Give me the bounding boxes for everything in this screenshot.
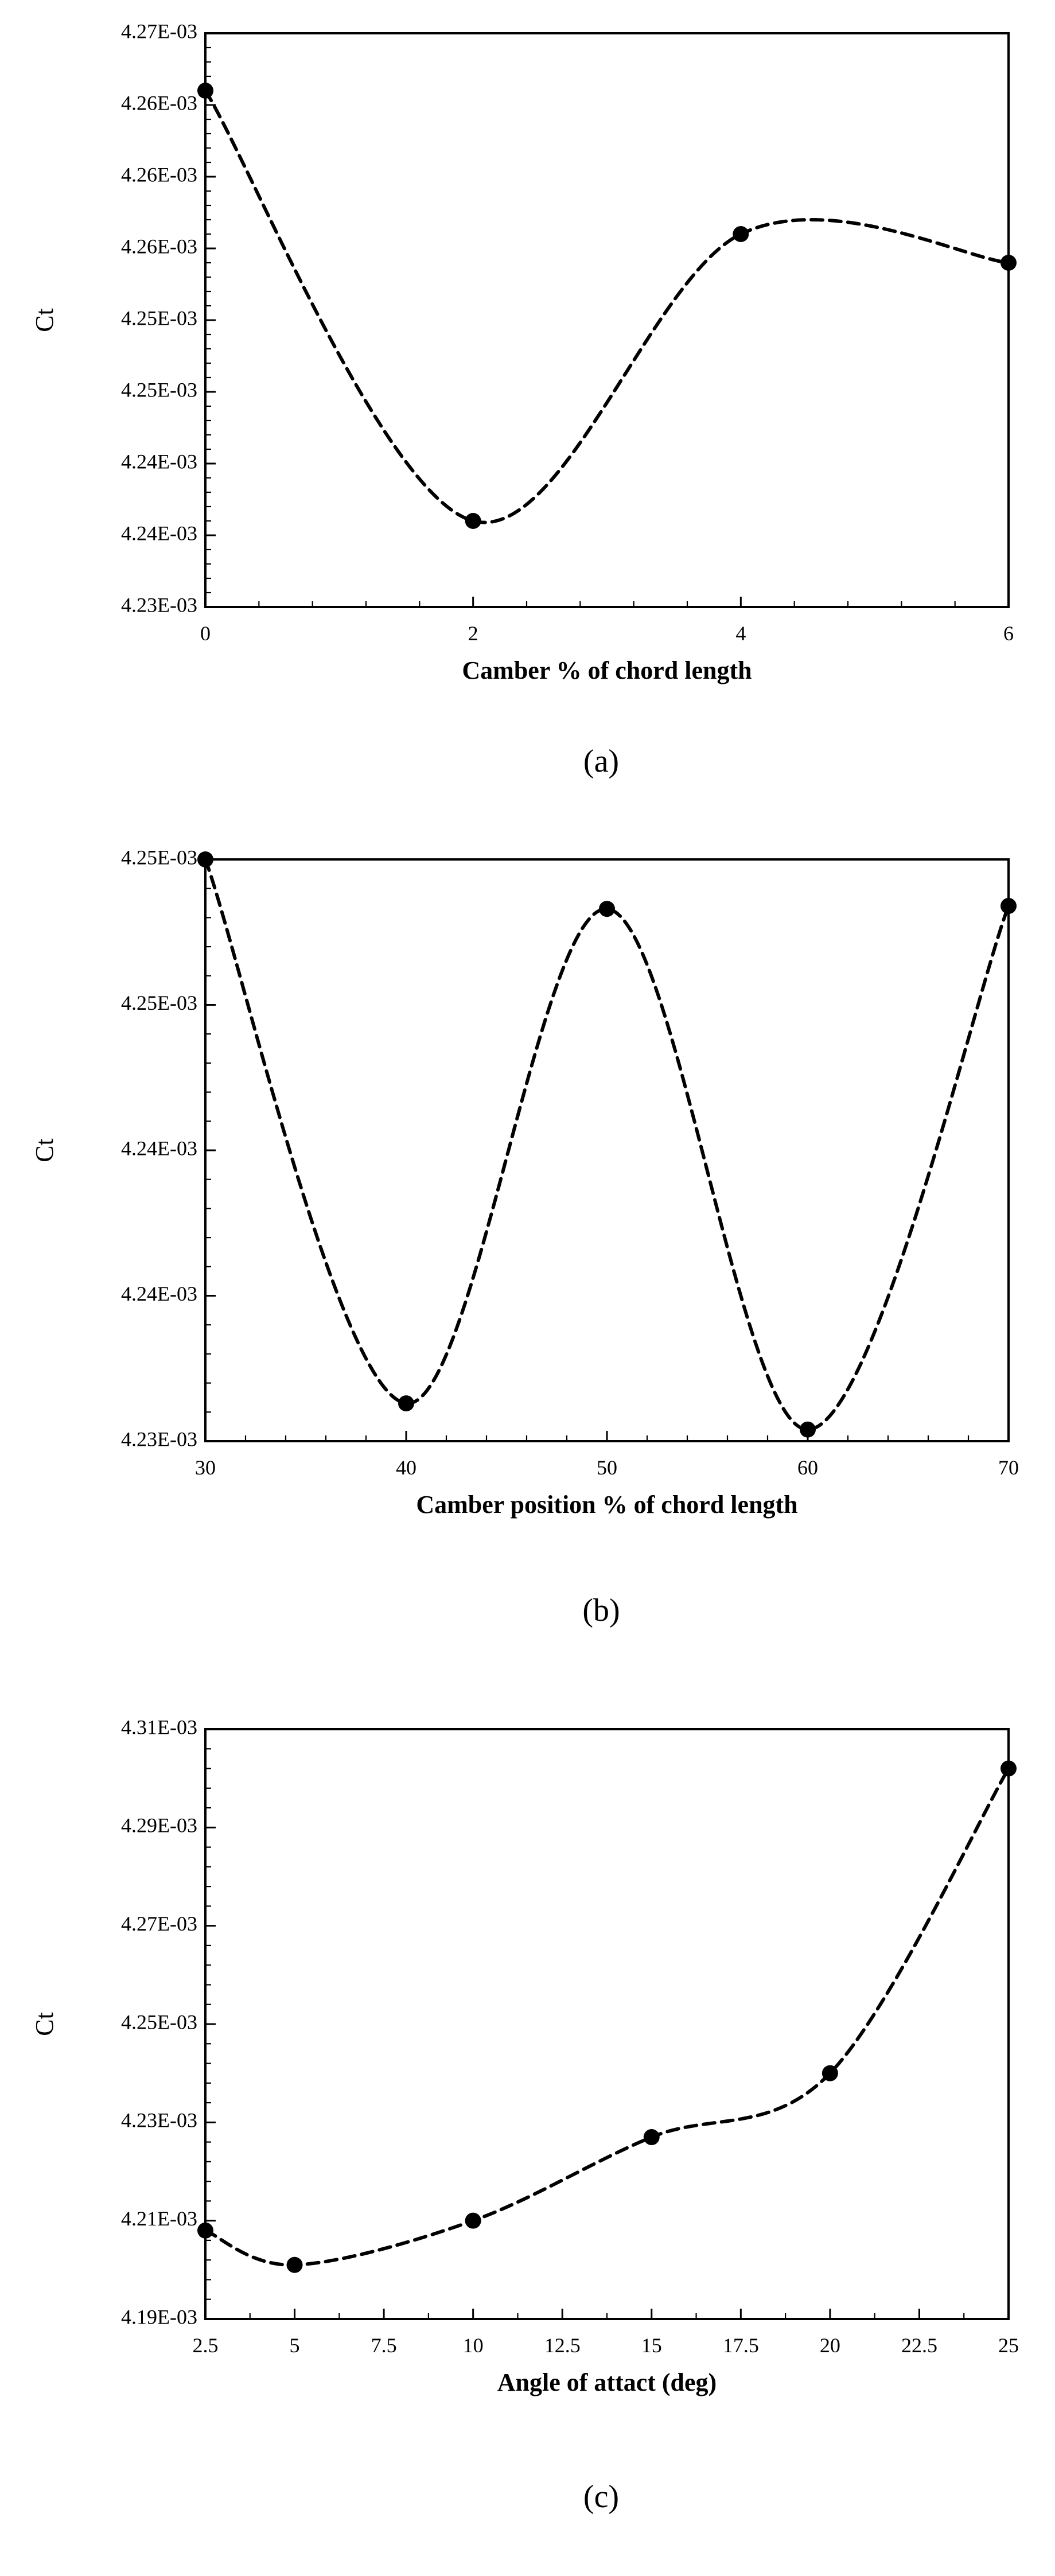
x-tick-label: 2.5 [193, 2334, 219, 2357]
x-tick-label: 22.5 [901, 2334, 937, 2357]
y-tick-label: 4.21E-03 [121, 2207, 197, 2230]
y-tick-label: 4.26E-03 [121, 163, 197, 186]
x-tick-label: 12.5 [544, 2334, 581, 2357]
x-tick-label: 2 [468, 622, 478, 645]
series-line [204, 858, 1010, 1431]
data-point [822, 2065, 838, 2081]
x-axis-title: Camber position % of chord length [416, 1491, 797, 1519]
series-line [204, 1766, 1010, 2267]
plot-frame [204, 1728, 1010, 2320]
chart-b: 4.23E-03 4.24E-03 4.24E-03 4.25E-03 4.25E-03… [30, 846, 1019, 1628]
y-tick-label: 4.23E-03 [121, 593, 197, 616]
data-point [800, 1421, 816, 1438]
x-tick-label: 20 [820, 2334, 840, 2357]
y-tick-label: 4.25E-03 [121, 991, 197, 1014]
x-tick-label: 25 [998, 2334, 1019, 2357]
x-tick-label: 70 [998, 1456, 1019, 1479]
data-point [286, 2256, 303, 2273]
x-tick-label: 7.5 [371, 2334, 397, 2357]
x-tick-label: 50 [597, 1456, 617, 1479]
y-tick-label: 4.23E-03 [121, 2109, 197, 2132]
data-point [733, 226, 749, 242]
y-tick-label: 4.27E-03 [121, 20, 197, 42]
y-tick-label: 4.26E-03 [121, 235, 197, 258]
x-tick-label: 17.5 [723, 2334, 759, 2357]
data-point [197, 2222, 213, 2239]
chart-c: 4.19E-03 4.21E-03 4.23E-03 4.25E-03 4.27E-03… [30, 1715, 1019, 2515]
y-tick-label: 4.25E-03 [121, 846, 197, 869]
data-point [1001, 1760, 1017, 1777]
x-tick-label: 60 [797, 1456, 818, 1479]
data-point [1001, 255, 1017, 271]
x-tick-label: 4 [735, 622, 746, 645]
x-tick-label: 10 [463, 2334, 484, 2357]
x-tick-label: 15 [641, 2334, 662, 2357]
chart-a: 4.23E-03 4.24E-03 4.24E-03 4.25E-03 4.25E-03… [30, 20, 1017, 779]
data-point [599, 901, 615, 917]
x-tick-label: 40 [396, 1456, 416, 1479]
y-tick-label: 4.25E-03 [121, 378, 197, 401]
series-line [204, 89, 1010, 524]
y-tick-label: 4.19E-03 [121, 2305, 197, 2328]
panel-caption: (c) [583, 2479, 619, 2515]
y-tick-label: 4.25E-03 [121, 306, 197, 329]
y-tick-label: 4.24E-03 [121, 1282, 197, 1305]
y-tick-label: 4.24E-03 [121, 450, 197, 473]
data-point [465, 513, 481, 529]
x-tick-label: 6 [1003, 622, 1014, 645]
y-axis-title: Ct [30, 308, 59, 332]
data-point [197, 83, 213, 99]
y-tick-label: 4.24E-03 [121, 522, 197, 544]
y-axis-title: Ct [30, 1138, 59, 1162]
y-axis-title: Ct [30, 2012, 59, 2036]
y-tick-label: 4.27E-03 [121, 1912, 197, 1935]
plot-frame [204, 32, 1010, 608]
x-axis-title: Camber % of chord length [462, 656, 752, 684]
y-tick-label: 4.23E-03 [121, 1427, 197, 1450]
data-point [398, 1395, 414, 1412]
plot-frame [204, 858, 1010, 1442]
data-point [643, 2129, 660, 2146]
y-tick-label: 4.25E-03 [121, 2010, 197, 2033]
panel-caption: (a) [583, 744, 619, 779]
x-tick-label: 5 [290, 2334, 300, 2357]
data-point [197, 851, 213, 867]
panel-caption: (b) [582, 1593, 620, 1628]
x-axis-title: Angle of attact (deg) [497, 2368, 717, 2396]
data-point [465, 2212, 481, 2229]
x-tick-label: 0 [200, 622, 211, 645]
y-tick-label: 4.26E-03 [121, 91, 197, 114]
x-tick-label: 30 [195, 1456, 216, 1479]
data-point [1001, 898, 1017, 915]
y-tick-label: 4.31E-03 [121, 1715, 197, 1738]
y-tick-label: 4.29E-03 [121, 1814, 197, 1837]
y-tick-label: 4.24E-03 [121, 1137, 197, 1159]
